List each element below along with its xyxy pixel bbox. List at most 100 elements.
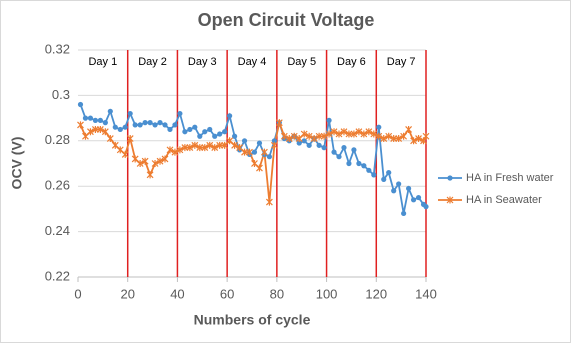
y-tick-label: 0.24	[45, 223, 70, 238]
data-point	[197, 133, 203, 139]
data-point	[241, 148, 248, 156]
day-label: Day 7	[387, 56, 416, 68]
legend-marker	[446, 196, 454, 204]
data-point	[216, 141, 224, 149]
data-point	[356, 160, 362, 167]
chart-title: Open Circuit Voltage	[198, 10, 375, 30]
data-point	[381, 176, 387, 182]
data-point	[97, 117, 103, 123]
data-point	[365, 128, 373, 136]
data-point	[176, 146, 184, 154]
data-point	[325, 130, 333, 138]
data-point	[340, 128, 348, 136]
data-point	[326, 117, 332, 123]
data-point	[385, 132, 393, 140]
y-tick-label: 0.32	[45, 41, 70, 56]
day-label-box	[80, 51, 126, 73]
data-point	[186, 144, 194, 152]
data-point	[316, 142, 322, 148]
data-point	[266, 154, 272, 160]
data-point	[201, 144, 209, 152]
data-point	[232, 133, 238, 139]
data-point	[380, 135, 388, 143]
data-point	[361, 163, 367, 169]
day-label-box	[229, 51, 275, 73]
data-point	[410, 197, 417, 203]
data-point	[207, 126, 213, 133]
day-label-box	[278, 51, 325, 73]
data-point	[121, 150, 129, 158]
day-label-box	[179, 51, 226, 73]
day-label: Day 5	[287, 56, 316, 68]
data-point	[306, 142, 312, 148]
y-tick-label: 0.22	[45, 268, 70, 283]
data-point	[336, 154, 342, 160]
data-point	[300, 130, 308, 138]
data-point	[422, 132, 430, 140]
data-point	[350, 130, 358, 138]
legend-label: HA in Fresh water	[466, 172, 554, 184]
data-point	[202, 129, 208, 135]
data-point	[217, 131, 223, 137]
x-axis-label: Numbers of cycle	[194, 312, 311, 328]
data-point	[341, 145, 347, 151]
x-tick-label: 140	[415, 286, 437, 301]
data-point	[106, 135, 114, 143]
data-point	[275, 119, 283, 127]
data-point	[137, 122, 143, 128]
y-tick-label: 0.3	[52, 87, 70, 102]
data-point	[91, 125, 99, 133]
data-point	[401, 210, 407, 217]
day-label: Day 2	[138, 56, 167, 68]
data-point	[280, 132, 288, 140]
data-point	[127, 110, 133, 117]
data-point	[112, 124, 118, 130]
data-point	[310, 135, 318, 143]
data-point	[355, 128, 363, 136]
y-tick-label: 0.28	[45, 132, 70, 147]
data-point	[251, 149, 258, 155]
data-point	[212, 133, 218, 139]
data-point	[171, 148, 179, 156]
data-point	[167, 126, 173, 133]
x-tick-label: 100	[316, 286, 338, 301]
data-point	[256, 164, 263, 172]
day-label: Day 4	[238, 56, 267, 68]
data-point	[126, 135, 134, 143]
y-tick-label: 0.26	[45, 178, 70, 193]
data-point	[142, 120, 148, 126]
data-point	[331, 149, 337, 155]
data-point	[182, 129, 188, 135]
data-point	[290, 132, 298, 140]
x-tick-label: 120	[365, 286, 387, 301]
data-point	[320, 132, 328, 140]
data-point	[261, 148, 268, 156]
data-point	[415, 135, 422, 143]
data-point	[117, 126, 123, 133]
legend-label: HA in Seawater	[466, 194, 542, 206]
data-point	[136, 160, 144, 167]
data-point	[405, 125, 413, 133]
data-point	[256, 140, 263, 146]
day-label-box	[328, 51, 375, 73]
data-point	[166, 146, 174, 154]
data-point	[321, 145, 327, 151]
data-point	[400, 132, 408, 140]
data-point	[192, 124, 198, 130]
legend-marker	[447, 175, 453, 181]
data-point	[246, 148, 253, 156]
data-point	[371, 172, 377, 178]
data-point	[315, 132, 323, 140]
data-point	[241, 138, 248, 144]
data-point	[346, 160, 352, 167]
data-point	[285, 135, 293, 143]
data-point	[375, 132, 383, 140]
day-label: Day 3	[188, 56, 217, 68]
data-point	[396, 181, 402, 187]
x-tick-label: 40	[170, 286, 184, 301]
day-label: Day 6	[337, 56, 366, 68]
data-point	[122, 124, 128, 130]
data-point	[187, 126, 193, 133]
data-point	[211, 144, 219, 152]
